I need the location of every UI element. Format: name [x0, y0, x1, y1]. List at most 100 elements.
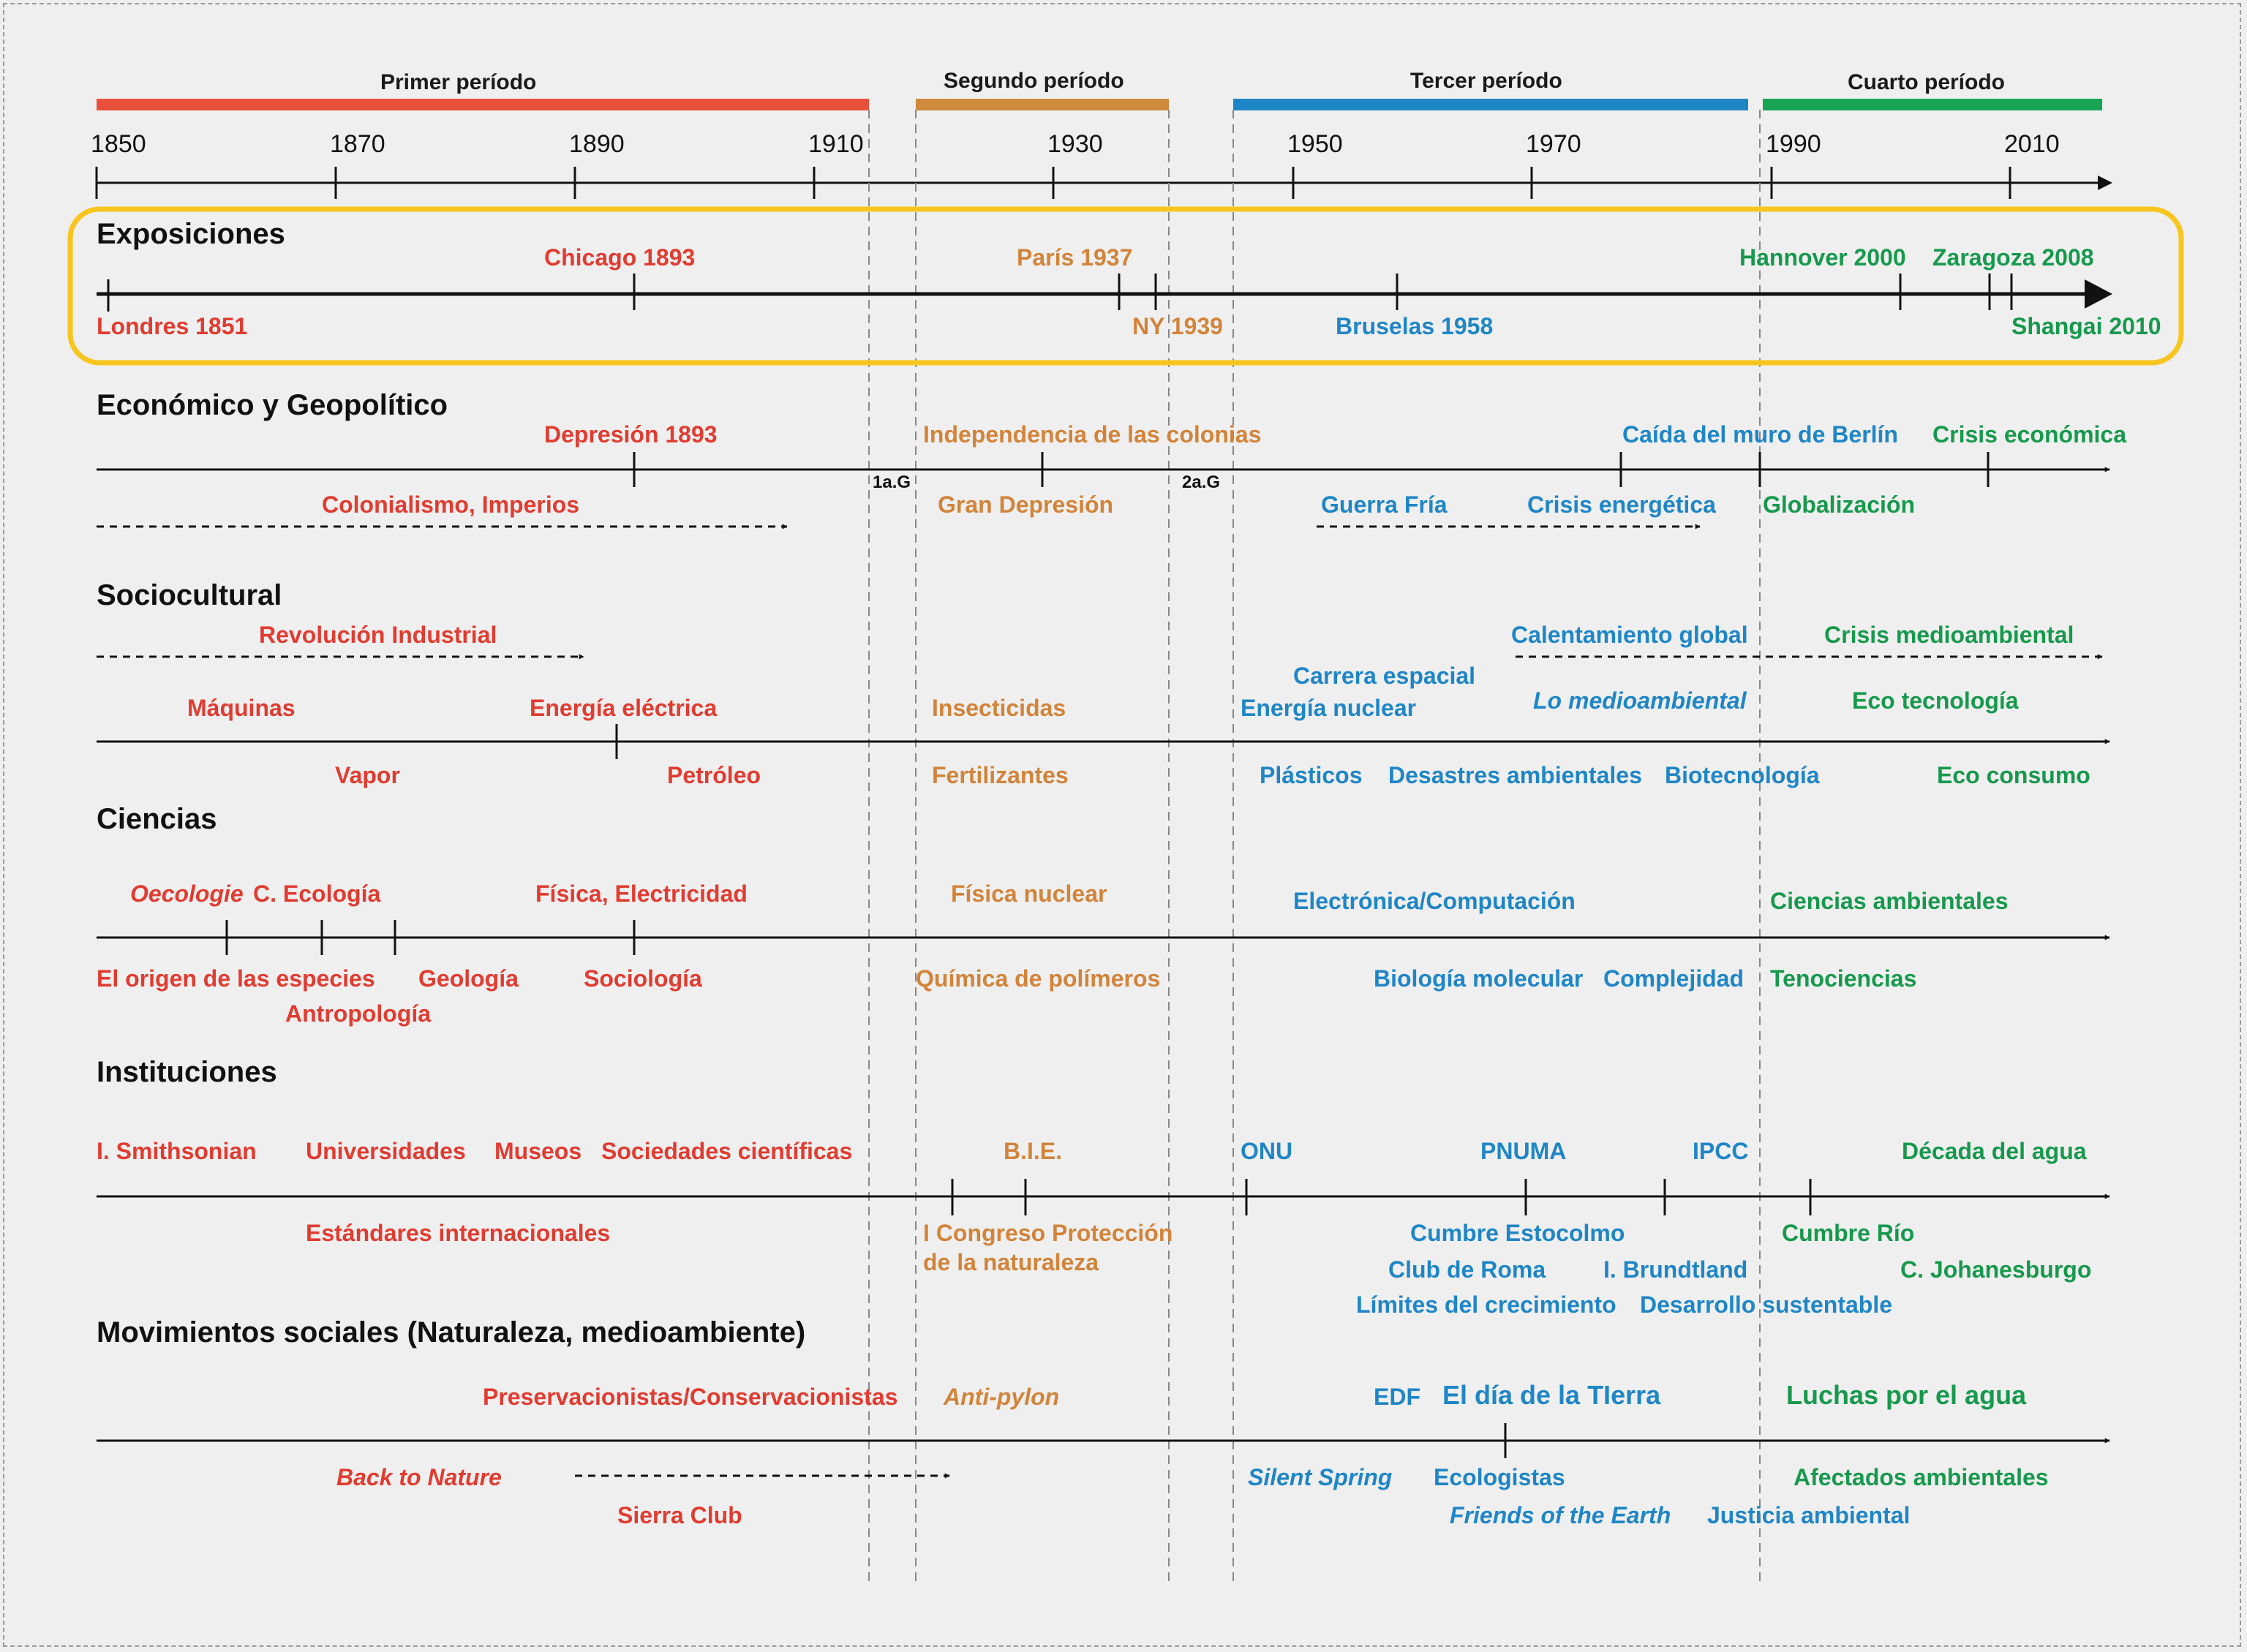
event-label: Globalización — [1763, 491, 1916, 518]
exposiciones-ticks — [107, 274, 2013, 312]
period-bar-3 — [1233, 99, 1748, 110]
year-label: 1950 — [1287, 130, 1343, 158]
event-label: Plásticos — [1260, 762, 1363, 788]
period-bar-1 — [97, 99, 869, 110]
event-label: Justicia ambiental — [1707, 1502, 1911, 1528]
event-label: Silent Spring — [1248, 1464, 1393, 1490]
event-label: de la naturaleza — [923, 1249, 1099, 1275]
event-label: Petróleo — [667, 762, 761, 788]
event-label: Década del agua — [1902, 1138, 2087, 1164]
period-label-4: Cuarto período — [1848, 70, 2005, 94]
event-label: Eco tecnología — [1852, 687, 2019, 714]
event-label: EDF — [1374, 1384, 1420, 1410]
event-label: Zaragoza 2008 — [1932, 244, 2094, 271]
event-label: C. Ecología — [253, 880, 381, 907]
year-label: 2010 — [2004, 130, 2060, 158]
year-axis-arrow — [2098, 176, 2112, 190]
event-label: Insecticidas — [932, 695, 1066, 721]
event-label: Complejidad — [1603, 965, 1744, 992]
event-label: Ciencias ambientales — [1770, 888, 2009, 914]
event-label: El día de la TIerra — [1442, 1380, 1661, 1410]
event-label: Biotecnología — [1665, 762, 1820, 788]
event-label: ONU — [1241, 1138, 1293, 1164]
event-label: NY 1939 — [1132, 313, 1223, 339]
period-label-3: Tercer período — [1410, 69, 1562, 93]
event-label: Máquinas — [187, 695, 296, 721]
event-label: Límites del crecimiento — [1356, 1291, 1616, 1318]
event-label: Independencia de las colonias — [923, 421, 1262, 448]
event-label: Calentamiento global — [1511, 622, 1748, 648]
event-label: Crisis económica — [1932, 421, 2126, 448]
ciencias-ticks — [225, 920, 636, 955]
period-bar-2 — [916, 99, 1169, 110]
event-label: B.I.E. — [1004, 1138, 1063, 1164]
event-label: Depresión 1893 — [544, 421, 718, 448]
section-title-sociocultural: Sociocultural — [97, 579, 282, 611]
event-label: PNUMA — [1480, 1138, 1567, 1164]
event-label: Crisis medioambiental — [1824, 622, 2074, 648]
event-label: Sociedades científicas — [601, 1138, 853, 1164]
event-label: Crisis energética — [1527, 491, 1716, 518]
event-label: Desarrollo sustentable — [1640, 1291, 1892, 1318]
diagram-frame — [3, 3, 2241, 1647]
year-label: 1910 — [808, 130, 864, 158]
event-label: I. Brundtland — [1603, 1256, 1748, 1283]
event-label: Energía eléctrica — [530, 695, 718, 721]
event-label: Estándares internacionales — [306, 1220, 611, 1246]
event-label: Vapor — [335, 762, 400, 788]
event-label: Carrera espacial — [1293, 663, 1476, 689]
year-label: 1850 — [91, 130, 146, 158]
event-label: Biología molecular — [1374, 965, 1584, 992]
event-label: Colonialismo, Imperios — [322, 491, 580, 518]
period-separators — [868, 110, 1761, 1585]
event-label: I. Smithsonian — [97, 1138, 257, 1164]
event-label: Antropología — [285, 1000, 432, 1027]
event-label: Cumbre Estocolmo — [1410, 1220, 1625, 1246]
instituciones-ticks — [951, 1179, 1812, 1215]
year-label: 1930 — [1047, 130, 1103, 158]
period-label-2: Segundo período — [944, 69, 1124, 93]
event-label: Electrónica/Computación — [1293, 888, 1576, 914]
period-bar-4 — [1763, 99, 2102, 110]
event-label: Lo medioambiental — [1533, 687, 1747, 714]
event-label: Química de polímeros — [916, 965, 1161, 992]
event-label: C. Johanesburgo — [1900, 1256, 2092, 1283]
war-marker-2: 2a.G — [1182, 472, 1221, 492]
event-label: Museos — [494, 1138, 582, 1164]
event-label: Energía nuclear — [1241, 695, 1417, 721]
year-ticks — [95, 167, 2011, 199]
event-label: Sociología — [584, 965, 702, 992]
event-label: Ecologistas — [1434, 1464, 1565, 1490]
section-title-economico: Económico y Geopolítico — [97, 389, 448, 421]
event-label: Tenociencias — [1770, 965, 1917, 992]
event-label: IPCC — [1693, 1138, 1749, 1164]
event-label: Anti-pylon — [944, 1384, 1060, 1410]
event-label: Hannover 2000 — [1739, 244, 1906, 271]
event-label: Geología — [418, 965, 519, 992]
event-label: Sierra Club — [617, 1502, 742, 1528]
period-label-1: Primer período — [380, 70, 537, 94]
section-title-movimientos: Movimientos sociales (Naturaleza, medioa… — [97, 1316, 806, 1349]
year-label: 1970 — [1526, 130, 1581, 158]
event-label: Física, Electricidad — [535, 880, 748, 907]
event-label: Shangai 2010 — [2011, 313, 2161, 339]
year-label: 1890 — [569, 130, 625, 158]
event-label: Guerra Fría — [1321, 491, 1448, 518]
event-label: Bruselas 1958 — [1336, 313, 1494, 339]
event-label: Física nuclear — [951, 880, 1107, 907]
event-label: Revolución Industrial — [259, 622, 497, 648]
event-label: Universidades — [306, 1138, 466, 1164]
event-label: Luchas por el agua — [1786, 1380, 2027, 1410]
section-title-exposiciones: Exposiciones — [97, 218, 285, 250]
event-label: Gran Depresión — [938, 491, 1114, 518]
exposiciones-highlight — [67, 206, 2184, 366]
exposiciones-axis-arrow — [2085, 279, 2112, 309]
event-label: El origen de las especies — [97, 965, 375, 992]
event-label: Friends of the Earth — [1450, 1502, 1671, 1528]
event-label: Cumbre Río — [1782, 1220, 1915, 1246]
event-label: Fertilizantes — [932, 762, 1069, 788]
event-label: Chicago 1893 — [544, 244, 696, 271]
event-label: Oecologie — [130, 880, 244, 907]
event-label: Preservacionistas/Conservacionistas — [483, 1384, 898, 1410]
